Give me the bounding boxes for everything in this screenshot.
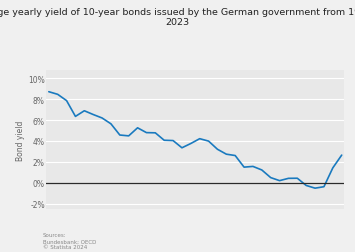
Y-axis label: Bond yield: Bond yield bbox=[16, 120, 25, 160]
Text: Sources:
Bundesbank; OECD
© Statista 2024: Sources: Bundesbank; OECD © Statista 202… bbox=[43, 232, 96, 249]
Text: Average yearly yield of 10-year bonds issued by the German government from 1990 : Average yearly yield of 10-year bonds is… bbox=[0, 8, 355, 27]
